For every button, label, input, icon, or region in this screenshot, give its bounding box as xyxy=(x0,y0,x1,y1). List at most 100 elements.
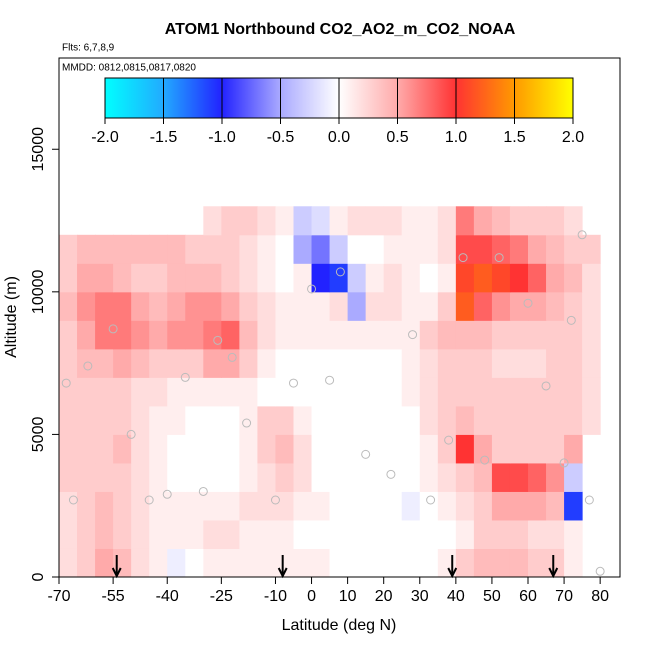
heatmap-cell xyxy=(365,320,385,350)
heatmap-cell xyxy=(473,291,493,321)
heatmap-cell xyxy=(329,263,349,293)
heatmap-cell xyxy=(185,377,204,407)
heatmap-cell xyxy=(329,519,349,549)
colorbar-tick-label: 2.0 xyxy=(562,129,584,146)
arrow xyxy=(548,555,559,579)
heatmap-cell xyxy=(131,377,150,407)
heatmap-cell xyxy=(77,491,96,521)
heatmap-cell xyxy=(401,491,421,521)
heatmap-cell xyxy=(311,234,331,264)
heatmap-cell xyxy=(239,234,258,264)
heatmap-cell xyxy=(509,405,529,435)
heatmap-cell xyxy=(546,320,565,350)
heatmap-cell xyxy=(564,377,583,407)
heatmap-cell xyxy=(77,462,96,492)
heatmap-cell xyxy=(221,491,240,521)
heatmap-cell xyxy=(167,519,186,549)
heatmap-cell xyxy=(221,234,240,264)
heatmap-cell xyxy=(95,263,114,293)
heatmap-cell xyxy=(257,234,276,264)
heatmap-cell xyxy=(131,548,150,578)
sample-point xyxy=(559,458,569,468)
heatmap-cell xyxy=(203,348,222,378)
x-tick-label: 30 xyxy=(411,588,429,605)
heatmap-cell xyxy=(203,462,222,492)
sample-point xyxy=(494,253,504,263)
heatmap-cell xyxy=(401,348,421,378)
heatmap-cell xyxy=(419,320,439,350)
heatmap-cell xyxy=(491,348,511,378)
x-tick-label: 20 xyxy=(375,588,393,605)
heatmap-cell xyxy=(437,491,457,521)
sample-point xyxy=(361,449,371,459)
heatmap-cell xyxy=(528,377,547,407)
heatmap-cell xyxy=(59,320,78,350)
arrow-head xyxy=(111,567,122,579)
heatmap-cell xyxy=(419,434,439,464)
heatmap-cell xyxy=(275,291,295,321)
heatmap-cell xyxy=(275,491,295,521)
heatmap-cell xyxy=(564,491,583,521)
x-tick-label: 80 xyxy=(591,588,609,605)
heatmap-cell xyxy=(419,405,439,435)
heatmap-cell xyxy=(329,491,349,521)
heatmap-cell xyxy=(221,206,240,236)
heatmap-cell xyxy=(528,320,547,350)
heatmap-cell xyxy=(347,434,367,464)
heatmap-cell xyxy=(509,491,529,521)
heatmap-cell xyxy=(221,519,240,549)
x-tick-label: 0 xyxy=(307,588,316,605)
heatmap-cell xyxy=(437,405,457,435)
heatmap-cell xyxy=(95,519,114,549)
heatmap-cell xyxy=(113,291,132,321)
heatmap-cell xyxy=(311,462,331,492)
heatmap-cell xyxy=(473,263,493,293)
heatmap-cell xyxy=(528,348,547,378)
heatmap-cell xyxy=(365,548,385,578)
heatmap-cell xyxy=(131,491,150,521)
heatmap-cell xyxy=(528,519,547,549)
sample-point xyxy=(83,361,93,371)
colorbar-tick-label: 0.0 xyxy=(328,129,350,146)
heatmap-cell xyxy=(437,434,457,464)
heatmap-cell xyxy=(239,320,258,350)
heatmap-cell xyxy=(329,462,349,492)
heatmap-cell xyxy=(365,377,385,407)
colorbar-tick-label: 1.5 xyxy=(503,129,525,146)
heatmap-cell xyxy=(293,462,313,492)
heatmap-cell xyxy=(221,377,240,407)
heatmap-cell xyxy=(311,491,331,521)
heatmap-cell xyxy=(293,320,313,350)
heatmap-cell xyxy=(329,206,349,236)
heatmap-cell xyxy=(311,320,331,350)
heatmap-cell xyxy=(546,234,565,264)
heatmap-cell xyxy=(528,462,547,492)
heatmap-cell xyxy=(77,263,96,293)
x-tick-label: 50 xyxy=(483,588,501,605)
heatmap-cell xyxy=(95,348,114,378)
heatmap-cell xyxy=(203,234,222,264)
x-tick-label: 60 xyxy=(519,588,537,605)
sample-point xyxy=(270,495,280,505)
heatmap-cell xyxy=(455,462,475,492)
x-tick-label: -25 xyxy=(210,588,233,605)
heatmap-cell xyxy=(455,491,475,521)
heatmap-cell xyxy=(509,348,529,378)
heatmap-cell xyxy=(509,548,529,578)
y-axis-label: Altitude (m) xyxy=(3,276,20,358)
heatmap-cell xyxy=(311,263,331,293)
heatmap-cell xyxy=(564,462,583,492)
heatmap-cell xyxy=(491,234,511,264)
heatmap-cell xyxy=(528,405,547,435)
arrow-head xyxy=(447,567,458,579)
heatmap-cell xyxy=(473,234,493,264)
sample-point xyxy=(584,495,594,505)
heatmap-cell xyxy=(131,348,150,378)
heatmap-cell xyxy=(401,206,421,236)
heatmap-cell xyxy=(275,348,295,378)
heatmap-cell xyxy=(257,291,276,321)
y-tick-label: 5000 xyxy=(30,417,47,453)
heatmap-cell xyxy=(275,263,295,293)
heatmap-cell xyxy=(455,348,475,378)
heatmap-cell xyxy=(546,491,565,521)
